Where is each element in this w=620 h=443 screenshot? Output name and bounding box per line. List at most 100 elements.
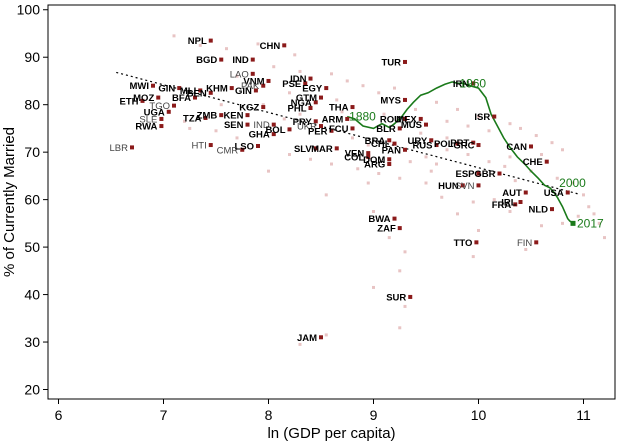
country-marker [271, 132, 276, 137]
background-point [576, 214, 580, 218]
country-marker [229, 86, 234, 91]
x-tick-label: 7 [160, 407, 168, 423]
country-marker [208, 143, 213, 148]
background-point [603, 236, 606, 240]
background-point [561, 221, 564, 225]
country-label: EGY [302, 84, 323, 95]
background-point [288, 153, 291, 157]
country-label: BGD [196, 55, 217, 66]
country-marker [313, 146, 318, 151]
country-marker [324, 86, 329, 91]
background-point [440, 195, 444, 199]
background-point [597, 221, 601, 225]
background-point [419, 131, 423, 135]
country-marker [282, 43, 287, 48]
country-label: MYS [380, 95, 401, 106]
country-label: CMR [217, 145, 239, 156]
country-label: BLR [376, 124, 396, 135]
country-label: DOM [363, 155, 385, 166]
y-tick-label: 20 [24, 382, 40, 398]
background-point [471, 200, 475, 204]
country-label: ISR [474, 112, 490, 123]
country-label: TTO [454, 238, 473, 249]
background-point [492, 198, 496, 202]
country-marker [550, 207, 554, 212]
country-marker [471, 81, 476, 86]
country-label: BRA [365, 136, 386, 147]
country-marker [156, 95, 161, 100]
background-point [288, 91, 291, 95]
country-marker [403, 116, 407, 121]
country-marker [313, 100, 318, 105]
country-label: IND [232, 55, 249, 66]
background-point [508, 209, 512, 213]
y-tick-label: 80 [24, 97, 40, 113]
country-marker [208, 90, 213, 95]
background-point [214, 129, 218, 133]
background-point [235, 74, 239, 78]
country-label: IND [253, 120, 270, 131]
country-label: BWA [368, 214, 390, 225]
country-marker [319, 95, 323, 100]
country-marker [253, 88, 258, 93]
country-marker [387, 162, 392, 167]
background-point [387, 236, 391, 240]
country-marker [534, 240, 539, 245]
country-marker [240, 147, 245, 152]
country-marker [250, 57, 255, 62]
country-marker [177, 86, 182, 91]
background-point [592, 212, 596, 216]
country-marker [403, 59, 407, 64]
country-label: ARG [364, 160, 385, 171]
y-tick-label: 100 [17, 2, 41, 18]
country-marker [319, 335, 323, 340]
country-marker [565, 190, 570, 195]
background-point [282, 117, 286, 121]
background-point [477, 228, 480, 232]
background-point [571, 181, 575, 185]
us-series-endpoint [570, 220, 576, 226]
country-marker [424, 122, 428, 127]
country-marker [245, 122, 250, 127]
background-point [225, 47, 228, 51]
country-marker [308, 106, 313, 111]
background-point [424, 155, 428, 159]
country-marker [219, 113, 224, 118]
background-point [403, 304, 407, 308]
country-label: ROU [380, 114, 401, 125]
country-marker [159, 116, 164, 121]
country-label: PSE [282, 79, 301, 90]
background-point [503, 164, 507, 168]
y-tick-label: 90 [24, 49, 40, 65]
background-point [445, 148, 449, 152]
y-tick-label: 50 [24, 239, 40, 255]
background-point [550, 141, 554, 145]
background-point [330, 72, 333, 76]
country-marker [366, 151, 371, 156]
country-label: MLI [180, 86, 196, 97]
country-label: KHM [206, 84, 228, 95]
x-axis-title: ln (GDP per capita) [267, 425, 395, 442]
country-label: RWA [135, 122, 157, 133]
country-label: IRN [453, 79, 470, 90]
background-point [272, 65, 276, 69]
country-label: VNM [243, 76, 264, 87]
country-marker [387, 157, 392, 162]
y-tick-label: 70 [24, 144, 40, 160]
country-label: ETH [120, 96, 139, 107]
country-marker [460, 183, 465, 188]
plot-frame [47, 4, 616, 400]
x-axis: 6 7 8 9 10 11 [55, 399, 591, 423]
country-marker [261, 105, 266, 110]
country-label: BEN [187, 88, 207, 99]
country-label: USA [544, 188, 564, 199]
background-point [508, 155, 512, 159]
country-label: GTM [296, 93, 317, 104]
background-point [487, 160, 491, 164]
country-marker [203, 115, 208, 120]
country-label: PRY [293, 117, 313, 128]
country-label: MOZ [133, 93, 154, 104]
country-label: NGA [291, 98, 312, 109]
country-marker [492, 114, 497, 119]
country-label: TGO [149, 101, 170, 112]
